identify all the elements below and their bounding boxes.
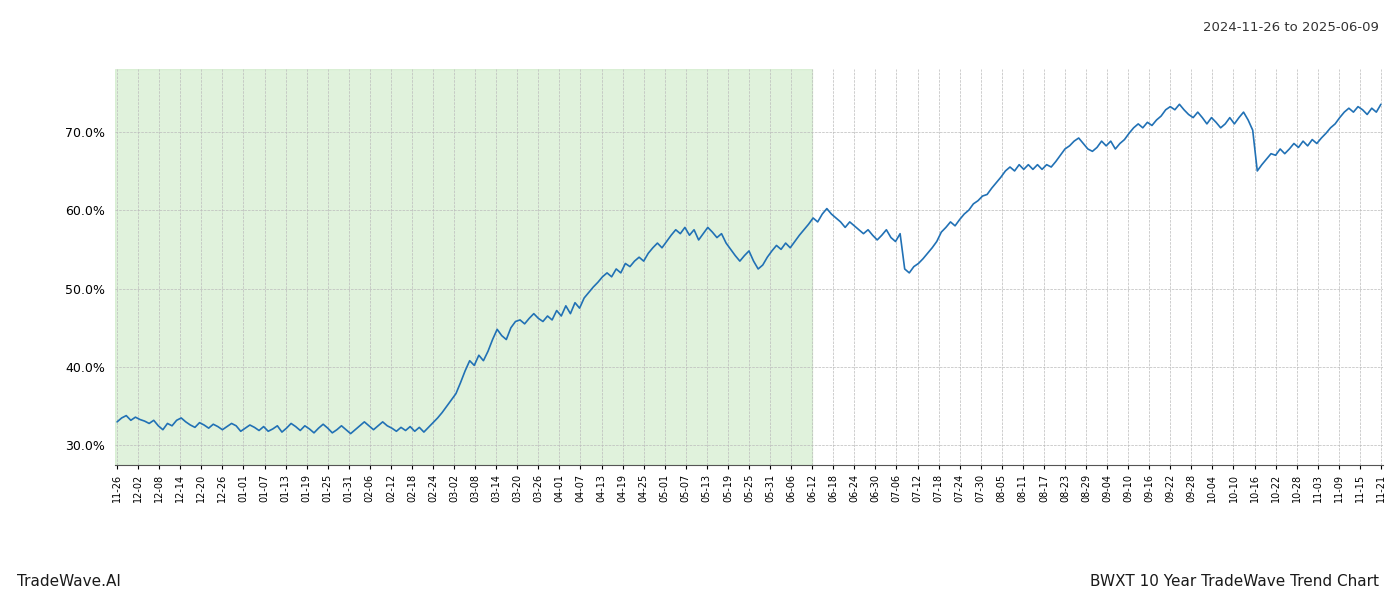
Text: 2024-11-26 to 2025-06-09: 2024-11-26 to 2025-06-09	[1203, 21, 1379, 34]
Text: TradeWave.AI: TradeWave.AI	[17, 574, 120, 589]
Text: BWXT 10 Year TradeWave Trend Chart: BWXT 10 Year TradeWave Trend Chart	[1091, 574, 1379, 589]
Bar	[115, 69, 812, 465]
